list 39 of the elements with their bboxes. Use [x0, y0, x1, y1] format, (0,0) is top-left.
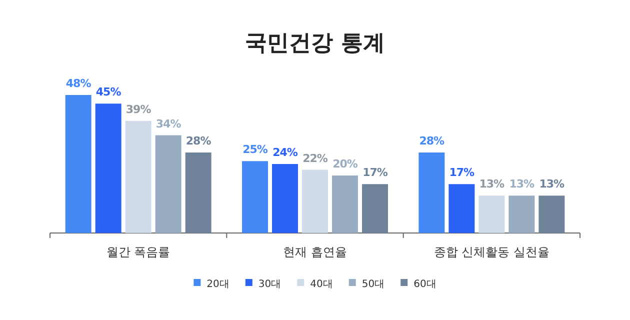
data-label: 20%	[332, 158, 358, 170]
bar	[185, 152, 212, 233]
x-tick-label: 월간 폭음률	[106, 245, 170, 259]
data-label: 13%	[509, 178, 535, 191]
bar	[242, 161, 268, 233]
data-label: 45%	[96, 86, 122, 99]
bar	[155, 135, 182, 233]
bar	[95, 104, 122, 233]
data-label: 22%	[302, 152, 328, 165]
data-label: 13%	[479, 178, 505, 191]
bar	[65, 95, 92, 233]
chart-title: 국민건강 통계	[245, 31, 385, 56]
bar	[418, 152, 445, 233]
data-label: 39%	[126, 102, 152, 116]
data-label: 25%	[242, 143, 268, 156]
data-label: 17%	[362, 166, 388, 180]
bar	[362, 184, 388, 233]
legend-label: 60대	[414, 279, 436, 290]
legend-label: 50대	[362, 279, 385, 290]
bar	[332, 176, 358, 233]
x-tick-label: 종합 신체활동 실천율	[434, 245, 550, 259]
legend-label: 30대	[258, 279, 282, 290]
legend-label: 20대	[206, 279, 230, 290]
x-tick-label: 현재 흡연율	[283, 245, 347, 259]
data-label: 28%	[186, 134, 212, 148]
bar	[508, 196, 535, 233]
data-label: 17%	[449, 166, 475, 180]
data-label: 48%	[66, 77, 92, 90]
bar	[448, 184, 475, 233]
bar	[538, 196, 565, 233]
data-label: 24%	[272, 146, 298, 159]
data-label: 28%	[419, 134, 445, 148]
bar	[478, 196, 505, 233]
data-label: 13%	[539, 178, 565, 191]
bar	[302, 170, 328, 233]
legend-label: 40대	[310, 279, 333, 290]
bar	[125, 120, 152, 233]
data-label: 34%	[156, 117, 182, 130]
bar	[272, 164, 298, 233]
